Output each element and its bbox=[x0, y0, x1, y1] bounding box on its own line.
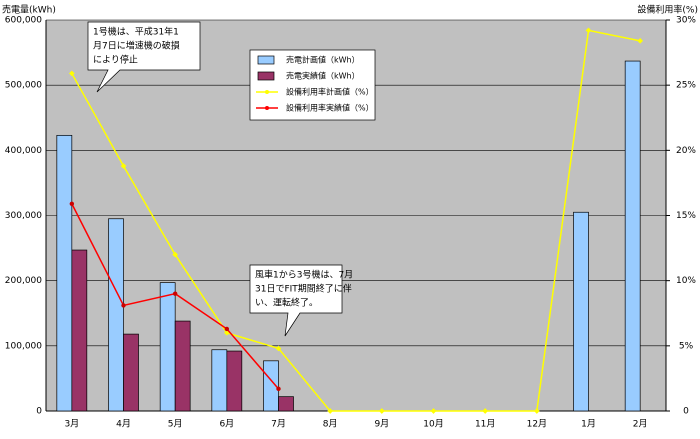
x-tick-label: 1月 bbox=[581, 419, 596, 430]
bar bbox=[71, 249, 88, 412]
y-tick-label: 100,000 bbox=[5, 341, 42, 351]
marker bbox=[120, 163, 127, 169]
y2-tick-label: 10% bbox=[676, 276, 696, 286]
legend-swatch bbox=[257, 71, 275, 81]
callout-text: い、運転終了。 bbox=[255, 297, 318, 309]
bar bbox=[159, 282, 176, 412]
legend-swatch bbox=[257, 55, 275, 65]
legend: 売電計画値（kWh） 売電実績値（kWh） 設備利用率計画値（%） 設備利用率実績値（… bbox=[249, 49, 376, 121]
callout-text: 1号機は、平成31年1 bbox=[93, 26, 179, 38]
callout-text: により停止 bbox=[93, 54, 138, 66]
y-tick-label: 200,000 bbox=[5, 276, 42, 286]
bar bbox=[174, 320, 191, 412]
y2-tick-label: 0 bbox=[683, 407, 689, 417]
legend-label: 売電計画値（kWh） bbox=[286, 55, 360, 65]
marker bbox=[172, 291, 178, 296]
legend-marker bbox=[265, 90, 269, 94]
legend-label: 設備利用率計画値（%） bbox=[286, 87, 374, 97]
x-tick-label: 9月 bbox=[374, 419, 389, 430]
x-tick-label: 8月 bbox=[323, 419, 338, 430]
x-tick-label: 10月 bbox=[423, 419, 443, 430]
x-tick-label: 3月 bbox=[64, 419, 79, 430]
y2-tick-label: 15% bbox=[676, 211, 696, 221]
callout-text: 月7日に増速機の破損 bbox=[93, 40, 180, 52]
y-tick-label: 300,000 bbox=[5, 211, 42, 221]
x-tick-label: 6月 bbox=[219, 419, 234, 430]
marker bbox=[69, 70, 75, 77]
marker bbox=[172, 251, 178, 258]
bar bbox=[108, 218, 124, 412]
bar bbox=[226, 350, 243, 412]
bar bbox=[211, 349, 228, 412]
legend-label: 売電実績値（kWh） bbox=[286, 71, 360, 81]
y2-axis-title: 設備利用率(%) bbox=[637, 4, 698, 16]
y-tick-label: 600,000 bbox=[5, 16, 42, 26]
x-tick-label: 2月 bbox=[633, 419, 648, 430]
bar bbox=[123, 333, 139, 412]
marker bbox=[534, 408, 540, 414]
marker bbox=[430, 408, 437, 414]
y-tick-label: 400,000 bbox=[5, 146, 42, 156]
marker bbox=[69, 201, 75, 206]
marker bbox=[327, 408, 333, 414]
y-axis-title: 売電量(kWh) bbox=[2, 4, 56, 16]
bar bbox=[573, 211, 589, 412]
x-tick-label: 4月 bbox=[116, 419, 131, 430]
y2-tick-label: 5% bbox=[679, 341, 694, 351]
x-tick-label: 5月 bbox=[168, 419, 183, 430]
callout-text: 31日でFIT期間終了に伴 bbox=[255, 283, 352, 295]
marker bbox=[482, 408, 488, 414]
legend-label: 設備利用率実績値（%） bbox=[286, 103, 374, 113]
bar bbox=[624, 60, 641, 412]
line bbox=[71, 29, 641, 412]
callout-box bbox=[249, 264, 343, 337]
x-tick-label: 12月 bbox=[527, 419, 547, 430]
y-tick-label: 0 bbox=[36, 407, 42, 417]
callout-text: 風車1から3号機は、7月 bbox=[255, 269, 353, 281]
marker bbox=[379, 408, 385, 414]
marker bbox=[276, 386, 281, 392]
marker bbox=[585, 27, 592, 34]
marker bbox=[224, 326, 230, 332]
marker bbox=[275, 345, 282, 352]
bar bbox=[278, 396, 294, 412]
x-tick-label: 7月 bbox=[271, 419, 286, 430]
legend-marker bbox=[265, 106, 269, 110]
y2-tick-label: 30% bbox=[676, 16, 696, 26]
marker bbox=[637, 38, 643, 44]
y2-tick-label: 20% bbox=[676, 146, 696, 156]
x-tick-label: 11月 bbox=[475, 419, 495, 430]
bar bbox=[56, 134, 73, 412]
marker bbox=[121, 303, 126, 308]
callout-box bbox=[87, 21, 201, 93]
y-tick-label: 500,000 bbox=[5, 81, 42, 91]
bar bbox=[263, 360, 279, 412]
y2-tick-label: 25% bbox=[676, 81, 696, 91]
